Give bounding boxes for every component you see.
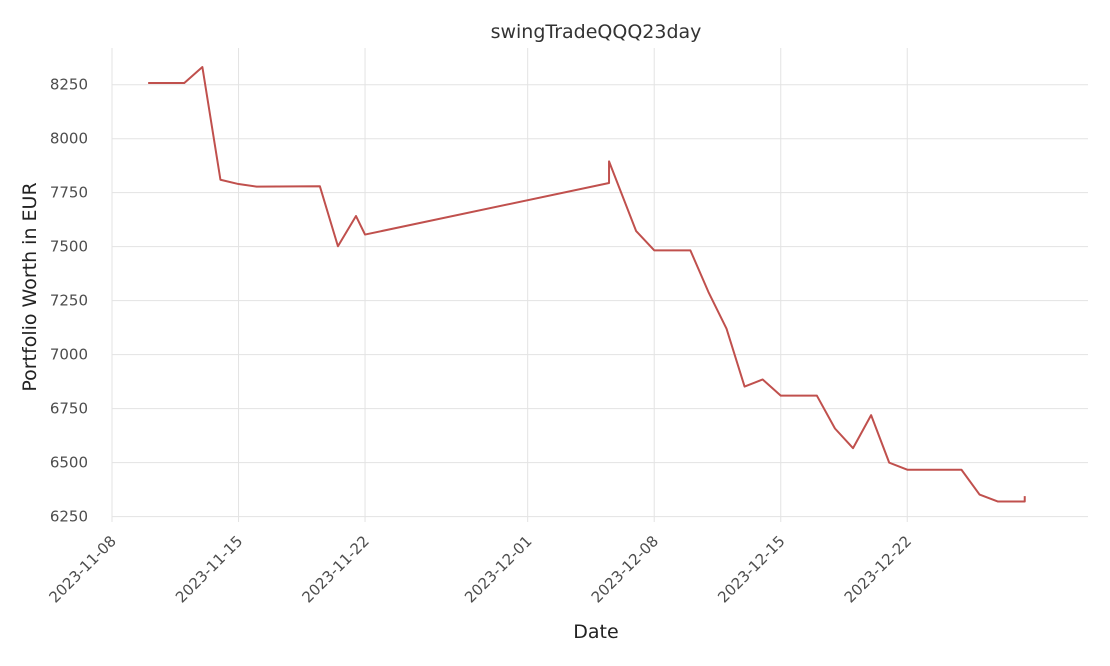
y-tick-label: 8250	[50, 76, 88, 94]
y-tick-label: 6250	[50, 508, 88, 526]
x-tick-label: 2023-12-01	[461, 532, 535, 606]
y-tick-label: 7000	[50, 346, 88, 364]
y-tick-label: 7250	[50, 292, 88, 310]
series-line	[148, 66, 1026, 503]
y-tick-label: 7750	[50, 184, 88, 202]
x-tick-label: 2023-12-08	[588, 532, 662, 606]
chart-title: swingTradeQQQ23day	[491, 21, 702, 43]
y-tick-label: 6750	[50, 400, 88, 418]
x-tick-label: 2023-12-22	[841, 532, 915, 606]
y-axis-label: Portfolio Worth in EUR	[19, 182, 41, 391]
y-tick-label: 6500	[50, 454, 88, 472]
grid	[111, 48, 1088, 522]
x-tick-label: 2023-11-15	[172, 532, 246, 606]
y-tick-label: 8000	[50, 130, 88, 148]
x-tick-label: 2023-11-08	[45, 532, 119, 606]
series-layer	[148, 66, 1026, 503]
x-axis-label: Date	[573, 621, 618, 643]
x-tick-label: 2023-11-22	[298, 532, 372, 606]
y-tick-label: 7500	[50, 238, 88, 256]
x-axis-ticks: 2023-11-08 2023-11-15 2023-11-22 2023-12-01…	[45, 532, 915, 606]
y-axis-ticks: 6250 6500 6750 7000 7250 7500 7750 8000 8250	[50, 76, 88, 526]
x-tick-label: 2023-12-15	[714, 532, 788, 606]
